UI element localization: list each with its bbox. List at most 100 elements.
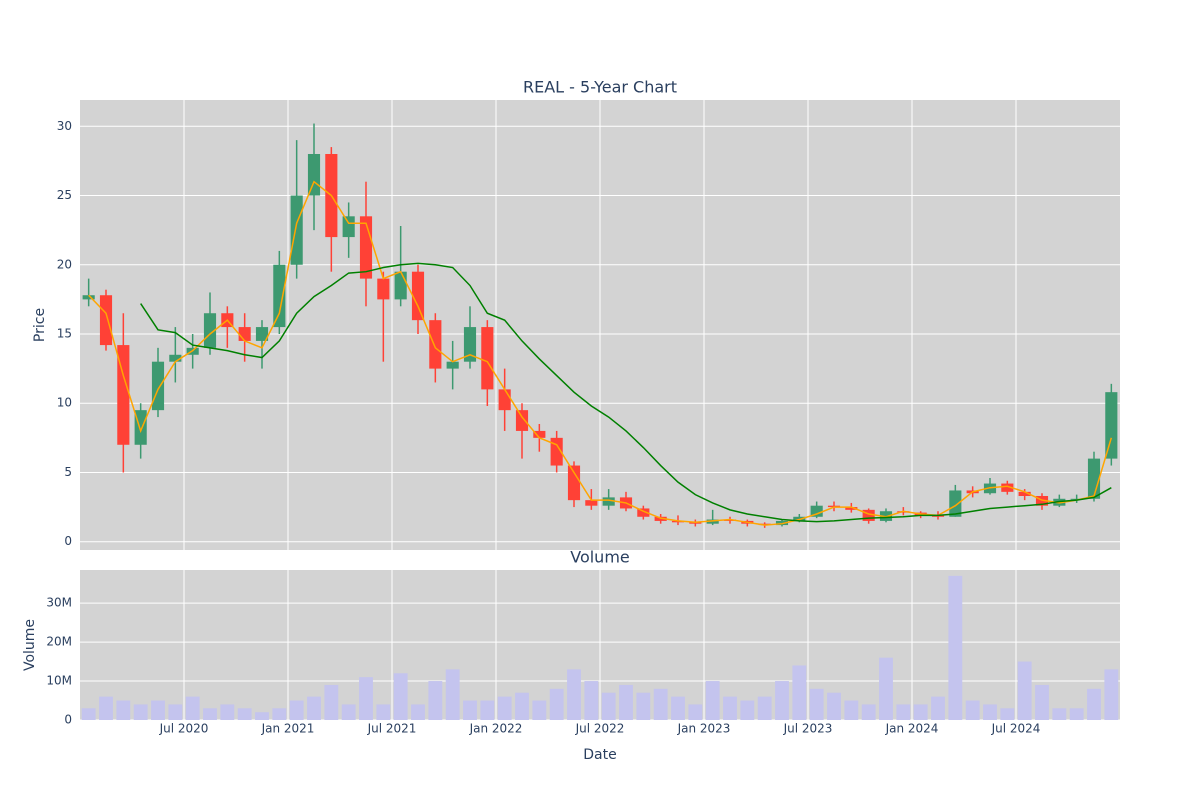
candle-body (862, 509, 875, 521)
volume-bar (133, 704, 148, 720)
volume-bar (341, 704, 356, 720)
candle-body (1018, 491, 1031, 496)
volume-bar (723, 696, 737, 720)
candle-body (567, 465, 581, 501)
candle-body (585, 500, 598, 506)
volume-bar (636, 692, 651, 720)
y-tick-label: 0 (64, 534, 72, 548)
volume-bar (983, 704, 997, 720)
candle-body (1070, 498, 1083, 500)
x-tick-label: Jul 2021 (367, 722, 417, 736)
volume-bar (965, 700, 980, 720)
candle-body (203, 313, 217, 348)
volume-bar (1104, 669, 1119, 720)
y-tick-label: 25 (57, 188, 72, 202)
volume-bar (879, 657, 893, 720)
candle-body (342, 216, 355, 238)
volume-bar (168, 704, 183, 720)
volume-bar (584, 681, 599, 720)
y-tick-label: 20 (57, 257, 72, 271)
volume-bar (948, 575, 963, 720)
volume-bar (359, 677, 373, 720)
volume-bar (740, 700, 755, 720)
volume-bar (203, 708, 217, 720)
volume-bar (81, 708, 96, 720)
candle-body (1087, 458, 1101, 499)
volume-bar (480, 700, 495, 720)
candle-body (481, 327, 494, 390)
x-tick-label: Jan 2024 (885, 722, 939, 736)
volume-bar (151, 700, 165, 720)
volume-bar (272, 708, 287, 720)
volume-bar (428, 681, 443, 720)
candle-body (446, 361, 459, 369)
volume-bar (671, 696, 685, 720)
volume-bar (653, 688, 668, 720)
volume-bar (775, 681, 789, 720)
volume-bar (1017, 661, 1032, 720)
candle-body (637, 508, 650, 517)
y-tick-label: 5 (64, 465, 72, 479)
volume-bar (688, 704, 703, 720)
volume-bar (445, 669, 460, 720)
candle-body (394, 271, 407, 300)
candle-body (117, 345, 130, 445)
candle-body (498, 389, 511, 411)
moving-average-line (88, 180, 1113, 526)
x-axis-title: Date (583, 747, 616, 763)
volume-bar (220, 704, 235, 720)
volume-bar (532, 700, 547, 720)
volume-bar (307, 696, 321, 720)
volume-bar (913, 704, 928, 720)
candle-body (82, 295, 95, 300)
volume-bar (1069, 708, 1084, 720)
chart-title: REAL - 5-Year Chart (523, 78, 677, 97)
candle-body (151, 361, 165, 411)
volume-bar (757, 696, 772, 720)
moving-average-line (140, 262, 1112, 523)
volume-bar (116, 700, 131, 720)
y-axis-title: Volume (22, 619, 38, 671)
volume-bar (497, 696, 512, 720)
volume-bar (393, 673, 408, 720)
volume-bar (1052, 708, 1067, 720)
x-tick-label: Jul 2020 (159, 722, 209, 736)
volume-title: Volume (570, 548, 630, 567)
volume-bar (289, 700, 304, 720)
candle-body (307, 154, 321, 196)
candle-body (1001, 483, 1014, 492)
candle-body (290, 195, 303, 265)
candle-body (515, 410, 529, 431)
volume-bar (549, 688, 564, 720)
volume-bar (515, 692, 529, 720)
y-tick-label: 15 (57, 327, 72, 341)
x-tick-label: Jul 2023 (783, 722, 833, 736)
candle-body (602, 497, 615, 506)
candle-body (429, 320, 442, 369)
candle-body (949, 490, 962, 517)
volume-bar (1000, 708, 1015, 720)
volume-bar (255, 712, 269, 720)
y-tick-label: 30M (46, 596, 72, 610)
volume-bar (619, 684, 633, 720)
volume-bar (809, 688, 824, 720)
volume-bar (99, 696, 113, 720)
volume-bar (705, 681, 720, 720)
y-axis-title: Price (32, 308, 48, 342)
candle-body (255, 327, 269, 341)
volume-bar (463, 700, 477, 720)
x-tick-label: Jan 2021 (261, 722, 315, 736)
volume-bar (827, 692, 841, 720)
volume-bar (324, 684, 339, 720)
candle-body (377, 278, 390, 300)
candle-body (238, 327, 251, 341)
candle-body (463, 327, 477, 362)
volume-bar (411, 704, 425, 720)
candle-body (411, 271, 425, 321)
volume-bar (1087, 688, 1101, 720)
volume-bar (792, 665, 807, 720)
candle-body (845, 507, 858, 510)
candle-body (550, 437, 563, 466)
candle-body (1105, 392, 1118, 459)
